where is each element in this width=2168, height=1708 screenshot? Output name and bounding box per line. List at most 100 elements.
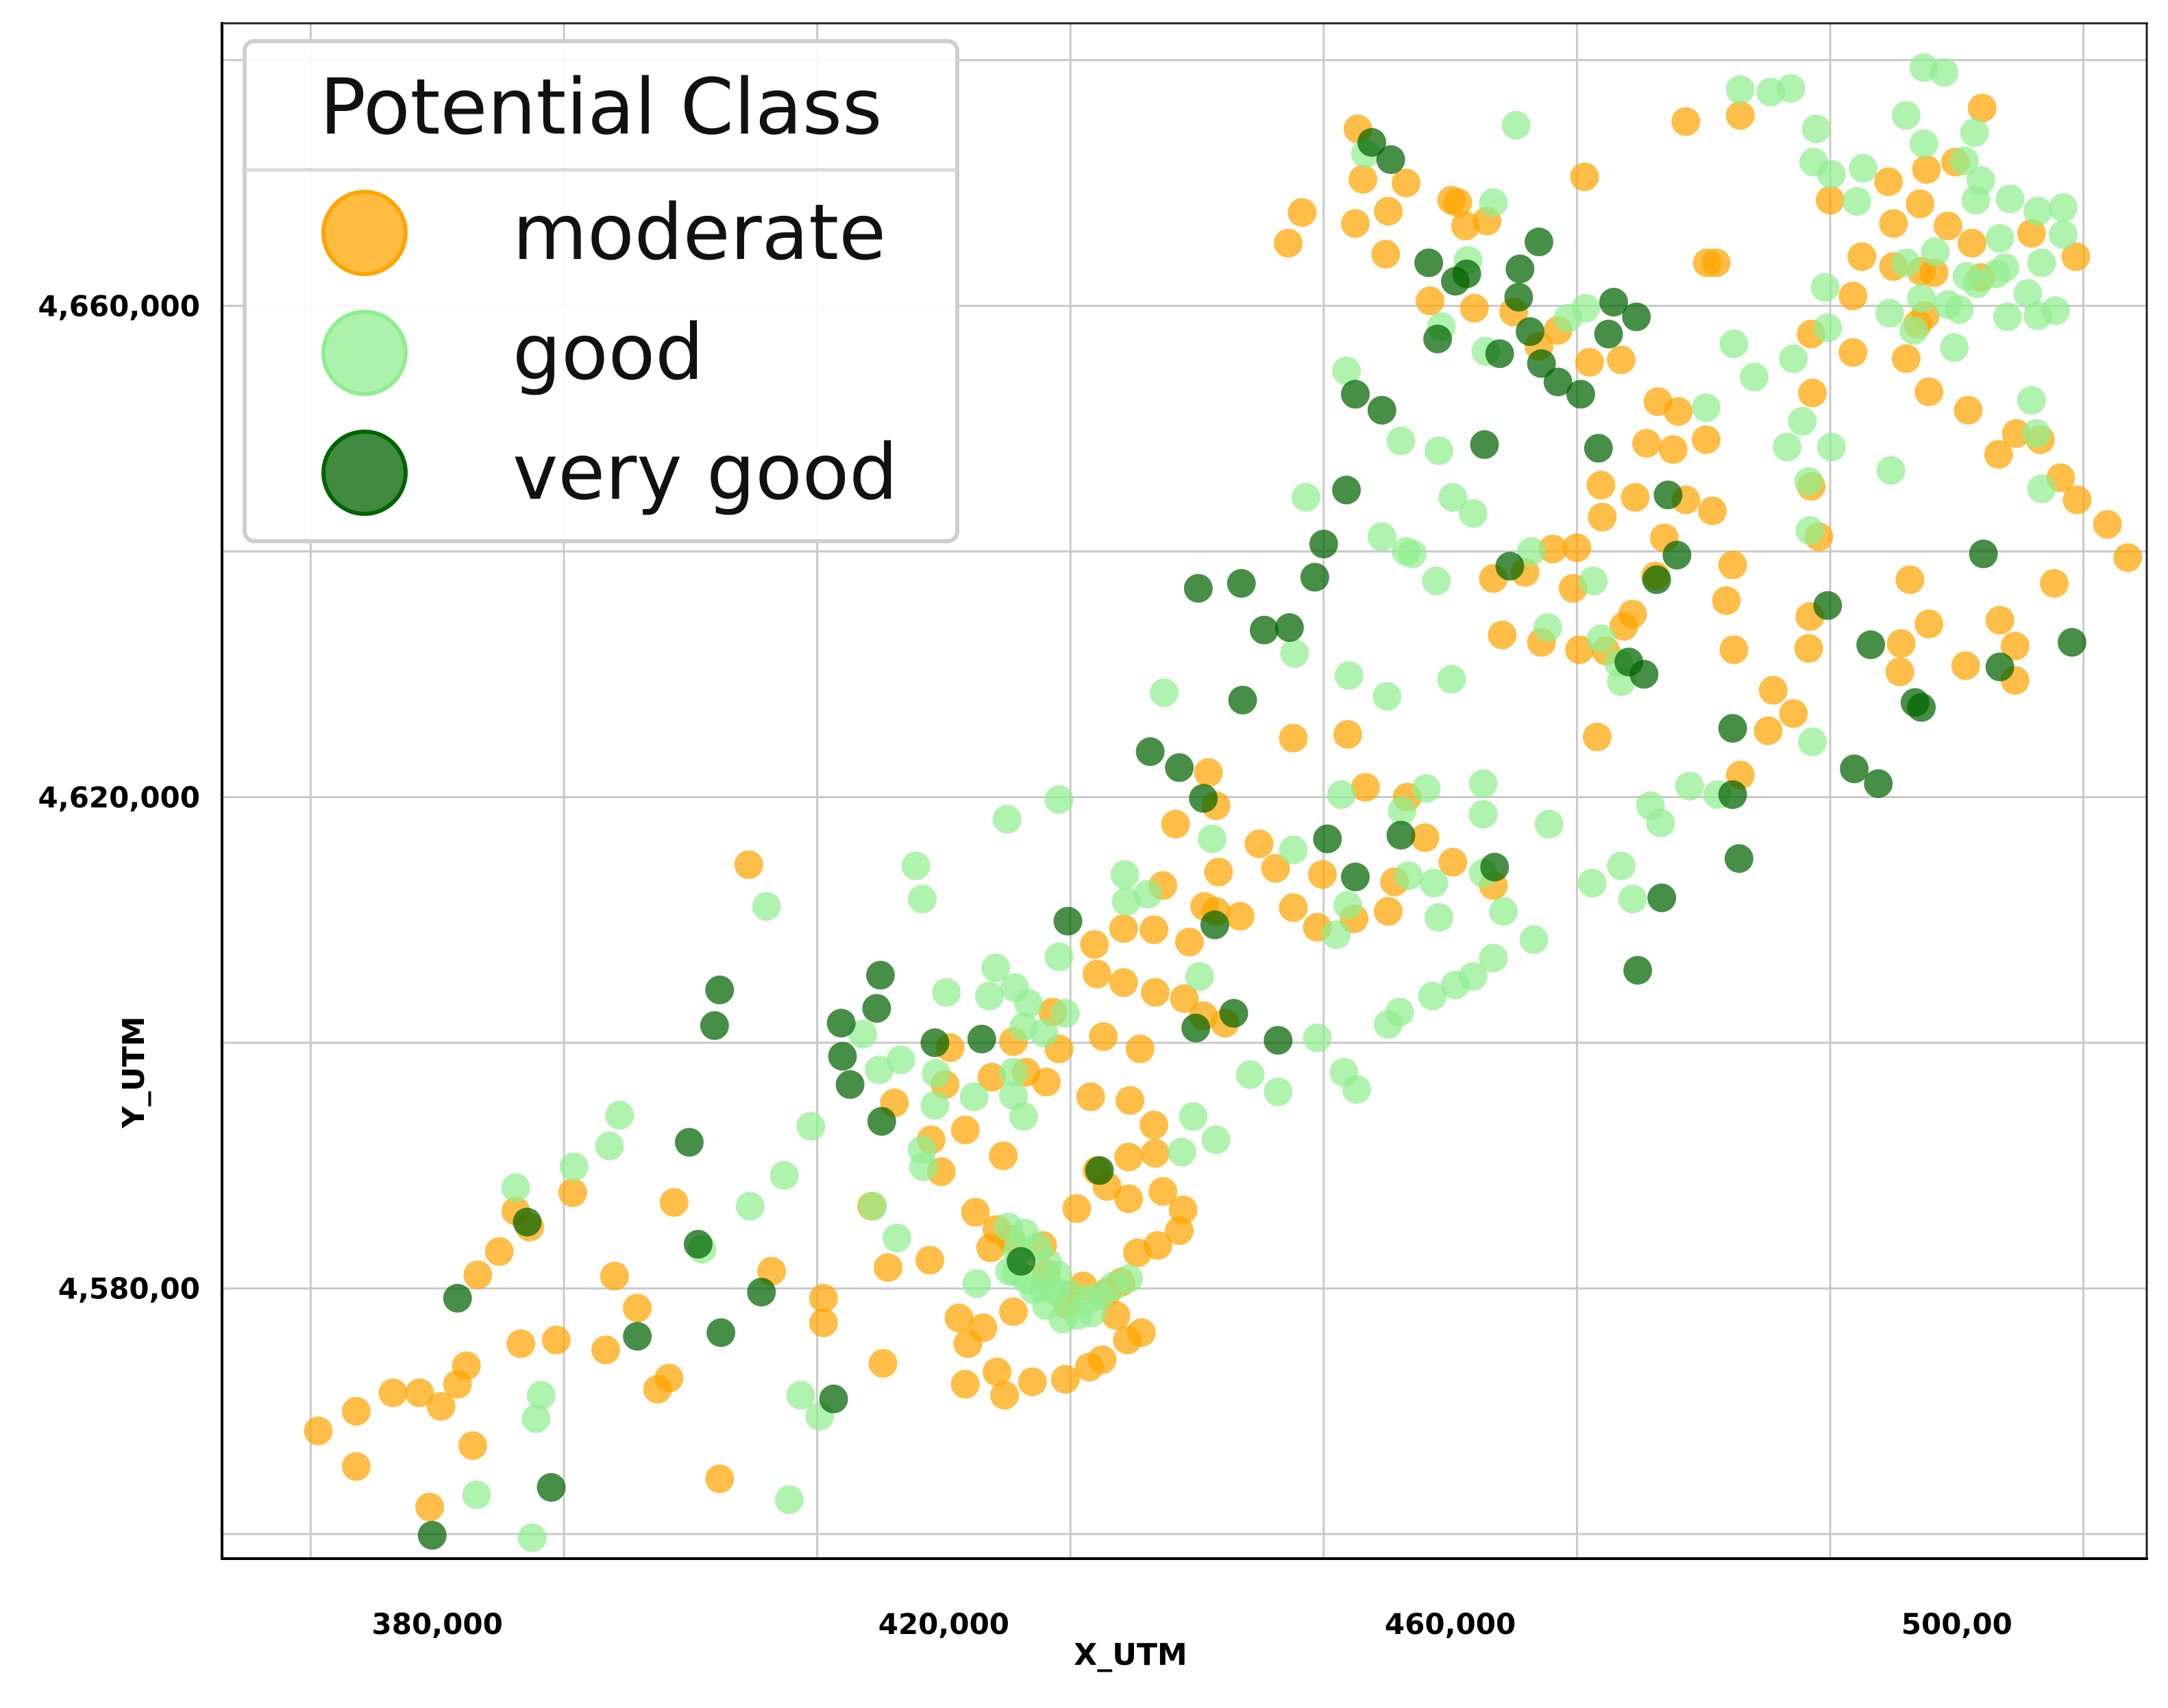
point-moderate bbox=[1954, 395, 1983, 425]
point-very-good bbox=[1053, 906, 1083, 936]
x-tick-label: 500,00 bbox=[1901, 1607, 2012, 1641]
point-good bbox=[1740, 362, 1769, 392]
point-good bbox=[1993, 302, 2022, 332]
y-tick-label: 4,620,000 bbox=[38, 780, 200, 814]
point-good bbox=[1468, 800, 1498, 829]
point-moderate bbox=[1753, 716, 1783, 745]
point-very-good bbox=[1505, 254, 1535, 284]
point-moderate bbox=[1125, 1034, 1155, 1063]
axes bbox=[221, 22, 2148, 1560]
point-good bbox=[1422, 566, 1451, 595]
point-very-good bbox=[1495, 552, 1525, 581]
point-moderate bbox=[1279, 723, 1308, 753]
point-very-good bbox=[1274, 613, 1304, 643]
point-moderate bbox=[1885, 657, 1914, 686]
point-good bbox=[1618, 884, 1647, 914]
point-good bbox=[526, 1381, 556, 1410]
point-moderate bbox=[506, 1329, 536, 1359]
point-good bbox=[1776, 74, 1806, 103]
point-good bbox=[1991, 253, 2020, 282]
point-moderate bbox=[1588, 502, 1617, 532]
point-moderate bbox=[1109, 914, 1138, 943]
y-axis-title: Y_UTM bbox=[116, 1016, 151, 1128]
point-moderate bbox=[1488, 620, 1517, 649]
point-very-good bbox=[1313, 824, 1342, 854]
point-moderate bbox=[989, 1141, 1018, 1170]
point-moderate bbox=[1758, 676, 1788, 705]
point-very-good bbox=[1718, 714, 1747, 743]
point-moderate bbox=[1351, 773, 1380, 802]
point-very-good bbox=[1724, 844, 1753, 874]
point-very-good bbox=[1007, 1247, 1036, 1276]
point-moderate bbox=[1082, 959, 1111, 989]
point-good bbox=[1479, 943, 1508, 973]
point-good bbox=[992, 804, 1022, 834]
point-moderate bbox=[600, 1261, 629, 1291]
point-moderate bbox=[2113, 543, 2143, 572]
point-good bbox=[1945, 295, 1974, 324]
point-good bbox=[962, 1269, 991, 1298]
point-very-good bbox=[1470, 430, 1499, 459]
point-good bbox=[1960, 118, 1989, 147]
point-moderate bbox=[1951, 651, 1980, 680]
point-moderate bbox=[415, 1492, 445, 1522]
point-good bbox=[907, 1135, 937, 1164]
point-good bbox=[1607, 851, 1636, 880]
point-good bbox=[1586, 624, 1616, 654]
point-moderate bbox=[1443, 188, 1473, 217]
point-moderate bbox=[1838, 338, 1868, 367]
point-very-good bbox=[1200, 910, 1229, 939]
point-good bbox=[1185, 962, 1214, 991]
point-moderate bbox=[1244, 829, 1274, 858]
point-moderate bbox=[1140, 978, 1170, 1007]
point-very-good bbox=[1584, 434, 1613, 463]
point-moderate bbox=[990, 1381, 1020, 1410]
point-good bbox=[1949, 146, 1979, 175]
point-good bbox=[1810, 273, 1840, 302]
point-very-good bbox=[1085, 1156, 1114, 1185]
point-moderate bbox=[1607, 345, 1636, 375]
point-good bbox=[1813, 313, 1843, 343]
point-good bbox=[1280, 639, 1309, 668]
point-good bbox=[1458, 962, 1488, 991]
point-very-good bbox=[1440, 267, 1470, 296]
point-good bbox=[1149, 678, 1179, 708]
point-good bbox=[1842, 186, 1871, 216]
point-good bbox=[2023, 301, 2053, 330]
point-very-good bbox=[1516, 317, 1545, 346]
point-very-good bbox=[674, 1128, 704, 1157]
point-moderate bbox=[915, 1246, 945, 1275]
point-good bbox=[1579, 566, 1608, 595]
point-good bbox=[769, 1161, 799, 1190]
point-moderate bbox=[1374, 197, 1403, 226]
point-good bbox=[2049, 193, 2078, 222]
point-moderate bbox=[1204, 857, 1233, 887]
point-good bbox=[605, 1100, 635, 1130]
point-moderate bbox=[1348, 164, 1378, 194]
point-very-good bbox=[1228, 685, 1257, 715]
point-moderate bbox=[1691, 425, 1721, 454]
point-good bbox=[901, 851, 931, 880]
point-good bbox=[1412, 773, 1441, 803]
point-very-good bbox=[1642, 565, 1671, 595]
point-good bbox=[1235, 1060, 1265, 1089]
point-good bbox=[1995, 184, 2025, 214]
point-moderate bbox=[1288, 198, 1317, 227]
point-very-good bbox=[1985, 652, 2015, 682]
point-good bbox=[1899, 316, 1928, 345]
point-moderate bbox=[1895, 565, 1925, 595]
point-moderate bbox=[1879, 209, 1908, 238]
point-moderate bbox=[1838, 282, 1868, 311]
point-moderate bbox=[1374, 897, 1403, 926]
point-good bbox=[1930, 58, 1959, 87]
point-very-good bbox=[417, 1520, 447, 1550]
point-moderate bbox=[1671, 107, 1701, 136]
point-good bbox=[752, 892, 781, 921]
point-moderate bbox=[874, 1253, 903, 1283]
point-very-good bbox=[826, 1008, 856, 1038]
point-very-good bbox=[1309, 530, 1338, 559]
point-good bbox=[1921, 237, 1950, 267]
point-good bbox=[1779, 344, 1808, 373]
point-moderate bbox=[1340, 209, 1370, 238]
